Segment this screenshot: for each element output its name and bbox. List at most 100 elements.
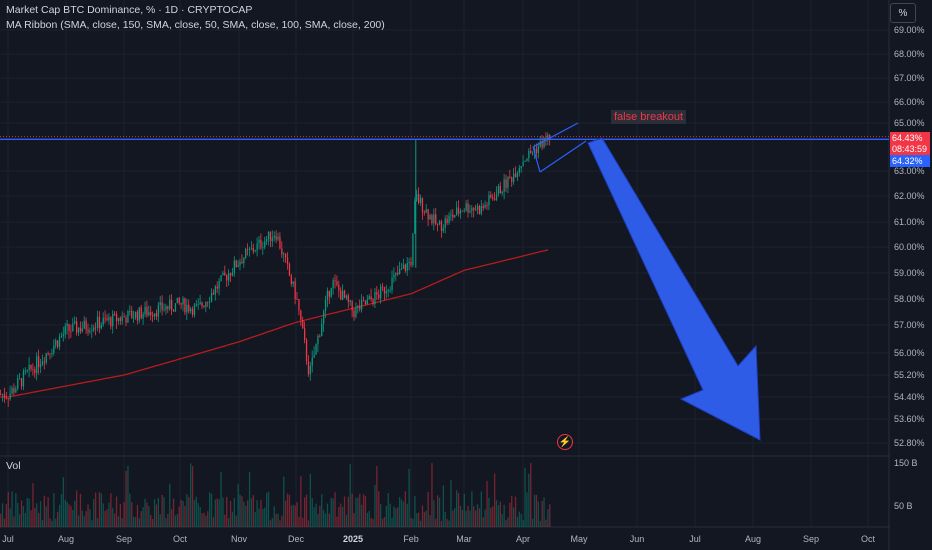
down-arrow[interactable] (587, 137, 761, 441)
candle (229, 272, 232, 282)
volume-bar (431, 462, 433, 527)
volume-bar (91, 520, 93, 527)
candle (252, 243, 254, 255)
candle (70, 324, 72, 338)
price-tick-label: 68.00% (894, 49, 925, 59)
candle-body (254, 250, 256, 252)
candle-body (17, 378, 19, 389)
candle-body (155, 313, 158, 317)
candle (123, 312, 125, 318)
candle (49, 353, 51, 360)
candle (383, 286, 386, 301)
candle-body (488, 194, 490, 206)
candle (100, 322, 102, 330)
volume-bar (452, 510, 454, 527)
volume-bar (1, 503, 4, 527)
time-tick-label: 2025 (342, 534, 364, 544)
channel-left-edge[interactable] (532, 146, 541, 173)
candle-body (501, 191, 503, 194)
volume-bar (148, 506, 150, 527)
candle-body (353, 310, 355, 317)
candle (121, 311, 123, 325)
lightning-icon[interactable]: ⚡ (557, 434, 573, 450)
candle (315, 343, 317, 355)
volume-bar (167, 513, 169, 527)
volume-bar (55, 518, 57, 527)
candle (38, 349, 40, 375)
volume-bar (342, 507, 344, 527)
volume-bar (76, 490, 78, 527)
candle (254, 249, 256, 253)
false-breakout-label[interactable]: false breakout (611, 110, 687, 124)
volume-label[interactable]: Vol (6, 460, 21, 472)
candle-body (110, 317, 112, 327)
volume-bar (425, 510, 427, 527)
candle (476, 203, 479, 215)
candle-body (142, 314, 144, 319)
candle-body (389, 289, 391, 291)
volume-bar (138, 518, 140, 527)
volume-bar (526, 492, 528, 527)
candle-body (480, 206, 482, 214)
percent-scale-button[interactable]: % (890, 3, 916, 23)
volume-bar (336, 516, 338, 527)
volume-bar (304, 497, 306, 527)
candle (209, 296, 211, 310)
candle-body (522, 161, 524, 167)
candle-body (228, 273, 230, 281)
candle (15, 385, 17, 394)
candle (174, 303, 177, 312)
volume-bar (518, 511, 520, 527)
volume-bar (89, 509, 91, 527)
price-tick-label: 58.00% (894, 294, 925, 304)
candle-body (438, 221, 441, 225)
candle (81, 321, 83, 333)
candle (292, 281, 294, 288)
candle-body (0, 394, 2, 396)
candle (513, 167, 515, 185)
indicator-legend[interactable]: MA Ribbon (SMA, close, 150, SMA, close, … (6, 19, 385, 31)
volume-bar (362, 494, 365, 527)
candle-body (157, 305, 159, 317)
channel-upper-line[interactable] (532, 122, 579, 148)
volume-bar (45, 506, 47, 527)
volume-bar (106, 509, 108, 527)
candle (543, 136, 545, 149)
volume-bar (285, 500, 287, 527)
candle-body (465, 203, 467, 211)
volume-bar (85, 511, 87, 527)
candle-body (203, 306, 205, 307)
chart-title: Market Cap BTC Dominance, % · 1D · CRYPT… (6, 4, 253, 16)
candle (51, 348, 53, 358)
candle (197, 298, 199, 310)
volume-bar (19, 514, 21, 527)
volume-bar (438, 497, 441, 527)
candle-body (28, 364, 30, 371)
volume-bar (98, 492, 101, 527)
candle (495, 186, 498, 202)
candle-body (437, 224, 439, 225)
candle-body (298, 299, 300, 311)
volume-bar (315, 503, 317, 527)
candle (471, 205, 473, 218)
candle (452, 209, 454, 221)
candle-body (412, 233, 414, 266)
channel-lower-line[interactable] (539, 140, 587, 173)
candle-body (406, 263, 408, 271)
candle-body (397, 272, 399, 275)
candle (191, 306, 194, 318)
volume-bar (349, 464, 351, 527)
drawings[interactable] (0, 122, 889, 441)
volume-bar (0, 513, 2, 527)
volume-bar (457, 492, 460, 527)
candle-body (186, 304, 188, 313)
countdown-badge: 08:43:59 (890, 143, 930, 155)
candle-body (288, 264, 291, 276)
candle-body (70, 330, 72, 332)
candle-body (19, 378, 21, 380)
candle (207, 301, 209, 308)
candle-body (541, 141, 543, 148)
volume-bar (60, 494, 63, 527)
price-tick-label: 57.00% (894, 320, 925, 330)
